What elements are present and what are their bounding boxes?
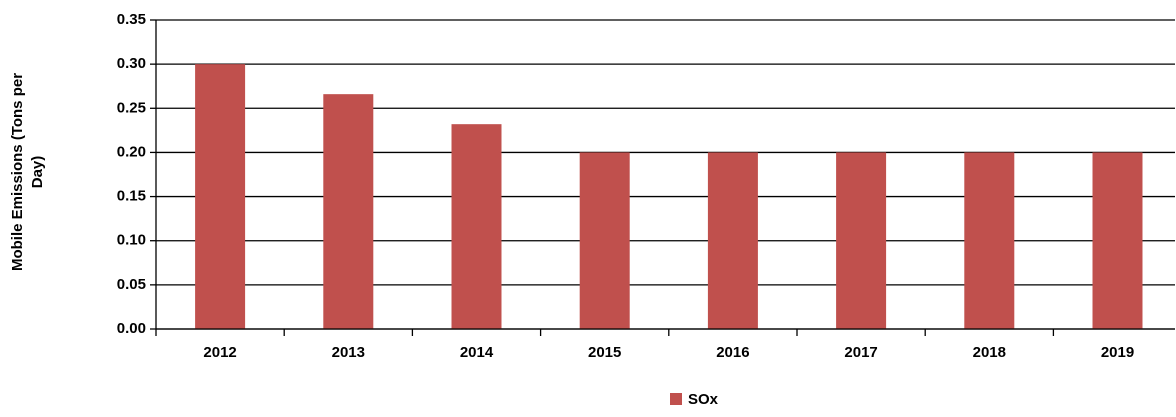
y-tick-label: 0.10: [117, 232, 146, 249]
bar: [707, 152, 758, 329]
legend-label: SOx: [688, 391, 719, 408]
x-tick-label: 2019: [1101, 344, 1134, 361]
bar: [195, 64, 246, 330]
y-tick-label: 0.00: [117, 320, 146, 337]
y-tick-label: 0.25: [117, 99, 146, 116]
legend-swatch: [670, 393, 682, 405]
x-tick-label: 2014: [460, 344, 494, 361]
x-tick-label: 2017: [844, 344, 877, 361]
y-tick-label: 0.05: [117, 276, 146, 293]
bar: [964, 152, 1015, 329]
y-tick-label: 0.30: [117, 55, 146, 72]
bar: [579, 152, 630, 329]
y-tick-label: 0.35: [117, 11, 146, 28]
bar: [1092, 152, 1143, 329]
x-tick-label: 2012: [203, 344, 236, 361]
x-tick-label: 2016: [716, 344, 749, 361]
x-tick-label: 2013: [332, 344, 365, 361]
bar: [836, 152, 887, 329]
y-axis-label: Mobile Emissions (Tons per: [9, 73, 26, 271]
x-tick-label: 2018: [973, 344, 1006, 361]
bar: [323, 94, 374, 329]
bar: [451, 124, 502, 329]
x-tick-label: 2015: [588, 344, 621, 361]
y-axis-label: Day): [29, 156, 46, 189]
y-tick-label: 0.15: [117, 188, 146, 205]
y-tick-label: 0.20: [117, 143, 146, 160]
